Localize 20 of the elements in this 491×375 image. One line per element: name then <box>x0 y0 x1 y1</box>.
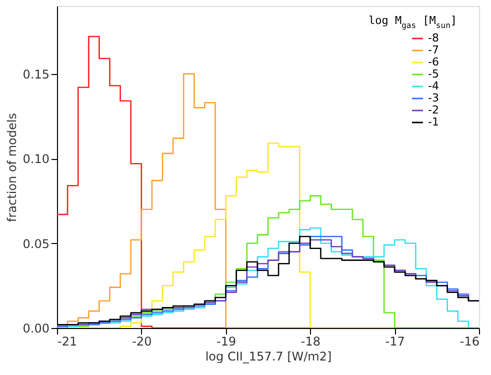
y-tick-label: 0.00 <box>22 322 50 336</box>
legend-label: -3 <box>428 92 439 104</box>
x-tick-label: -16 <box>460 334 480 348</box>
x-axis-title: log CII_157.7 [W/m2] <box>205 350 332 364</box>
legend-label: -8 <box>428 32 439 44</box>
legend-label: -1 <box>428 116 439 128</box>
x-tick-label: -20 <box>132 334 152 348</box>
x-tick-label: -18 <box>300 334 321 348</box>
legend-label: -7 <box>428 44 439 56</box>
legend-label: -4 <box>428 80 439 92</box>
legend-label: -5 <box>428 68 439 80</box>
y-tick-label: 0.05 <box>22 236 50 251</box>
legend-label: -6 <box>428 56 439 68</box>
y-axis-title: fraction of models <box>4 113 19 222</box>
x-tick-label: -17 <box>385 334 405 348</box>
y-tick-label: 0.15 <box>22 67 50 82</box>
y-tick-label: 0.10 <box>22 152 50 166</box>
x-tick-label: -21 <box>58 334 78 348</box>
x-tick-label: -19 <box>216 334 236 348</box>
legend-label: -2 <box>428 104 439 116</box>
